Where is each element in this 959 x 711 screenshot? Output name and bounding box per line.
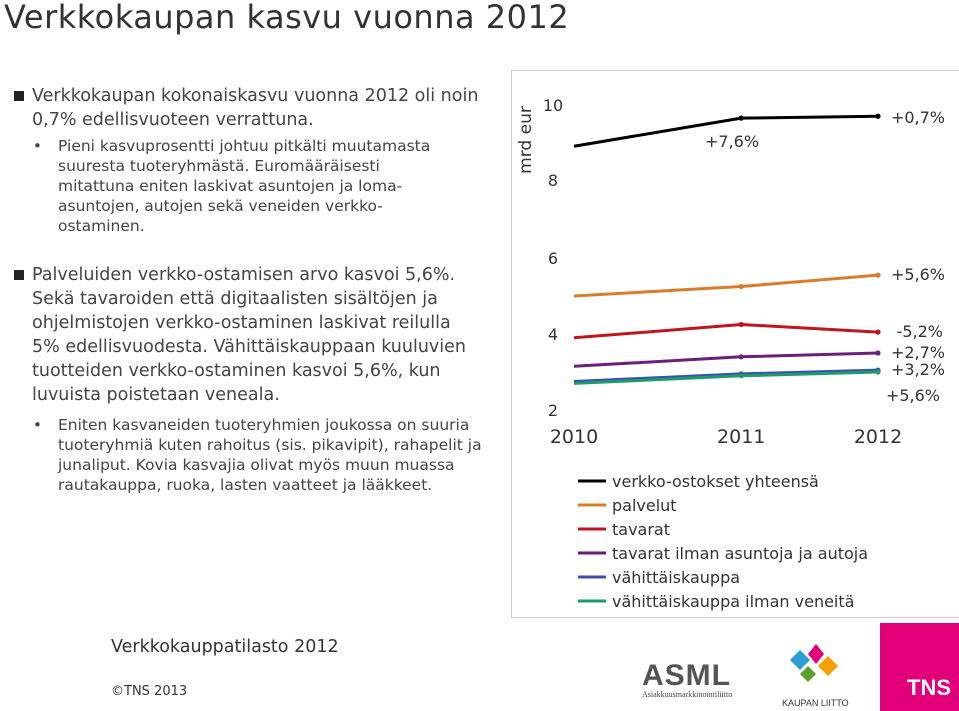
bullet-list: Verkkokaupan kokonaiskasvu vuonna 2012 o… xyxy=(12,84,492,495)
bullet-item: Palveluiden verkko-ostamisen arvo kasvoi… xyxy=(12,263,492,407)
x-tick-label: 2010 xyxy=(550,426,598,448)
series-line-services xyxy=(573,273,879,298)
growth-annotation: +5,6% xyxy=(886,386,940,405)
bullet-text: Verkkokaupan kokonaiskasvu vuonna 2012 o… xyxy=(32,86,479,130)
dot-bullet-icon: • xyxy=(33,137,42,155)
tns-logo: TNS xyxy=(880,623,959,711)
data-point-goods xyxy=(875,329,881,335)
legend-label: tavarat xyxy=(612,520,670,539)
square-bullet-icon xyxy=(14,91,24,101)
kaupan-liitto-logo: KAUPAN LIITTO xyxy=(782,644,849,708)
y-tick-label: 10 xyxy=(543,96,563,115)
growth-annotation: +5,6% xyxy=(891,265,945,284)
growth-annotation: +2,7% xyxy=(891,343,945,362)
asml-logo: ASML Asiakkuusmarkkinointiliitto xyxy=(642,659,732,699)
page-title: Verkkokaupan kasvu vuonna 2012 xyxy=(4,0,570,36)
svg-text:KAUPAN LIITTO: KAUPAN LIITTO xyxy=(782,698,849,708)
growth-annotation: +0,7% xyxy=(891,108,945,127)
chart-frame xyxy=(511,70,959,618)
data-point-goods_ex xyxy=(738,354,744,360)
svg-text:ASML: ASML xyxy=(642,659,731,692)
data-point-goods_ex xyxy=(875,350,881,356)
data-point-retail_ex xyxy=(738,373,744,379)
y-tick-label: 8 xyxy=(548,171,558,190)
legend-label: tavarat ilman asuntoja ja autoja xyxy=(612,544,868,563)
x-tick-label: 2011 xyxy=(717,426,765,448)
dot-bullet-icon: • xyxy=(33,416,42,434)
bullet-text: Pieni kasvuprosentti johtuu pitkälti muu… xyxy=(58,137,431,235)
y-tick-label: 2 xyxy=(548,401,558,420)
y-axis-label: mrd eur xyxy=(516,106,536,174)
footer-source: Verkkokauppatilasto 2012 xyxy=(111,637,339,657)
legend-label: vähittäiskauppa ilman veneitä xyxy=(612,592,854,611)
copyright: ©TNS 2013 xyxy=(111,684,188,699)
growth-annotation: +7,6% xyxy=(705,132,759,151)
sub-bullet-item: • Pieni kasvuprosentti johtuu pitkälti m… xyxy=(12,136,492,236)
y-tick-label: 6 xyxy=(548,249,558,268)
square-bullet-icon xyxy=(14,270,24,280)
bullet-text: Eniten kasvaneiden tuoteryhmien joukossa… xyxy=(58,416,482,494)
legend-label: verkko-ostokset yhteensä xyxy=(612,472,819,491)
data-point-goods xyxy=(738,321,744,328)
svg-text:Asiakkuusmarkkinointiliitto: Asiakkuusmarkkinointiliitto xyxy=(642,690,732,699)
legend-label: vähittäiskauppa xyxy=(612,568,740,587)
y-tick-label: 4 xyxy=(548,325,558,344)
series-line-goods xyxy=(573,323,879,340)
x-tick-label: 2012 xyxy=(854,426,902,448)
data-point-services xyxy=(875,272,881,278)
growth-annotation: +3,2% xyxy=(891,360,945,379)
data-point-retail_ex xyxy=(875,369,881,375)
bullet-text: Palveluiden verkko-ostamisen arvo kasvoi… xyxy=(32,265,467,405)
sub-bullet-item: • Eniten kasvaneiden tuoteryhmien joukos… xyxy=(12,415,492,495)
bullet-item: Verkkokaupan kokonaiskasvu vuonna 2012 o… xyxy=(12,84,492,132)
data-point-services xyxy=(738,283,744,290)
series-line-goods_ex xyxy=(573,351,879,368)
legend-label: palvelut xyxy=(612,496,677,515)
data-point-total xyxy=(738,115,744,121)
data-point-total xyxy=(875,113,881,119)
growth-annotation: -5,2% xyxy=(897,322,943,341)
